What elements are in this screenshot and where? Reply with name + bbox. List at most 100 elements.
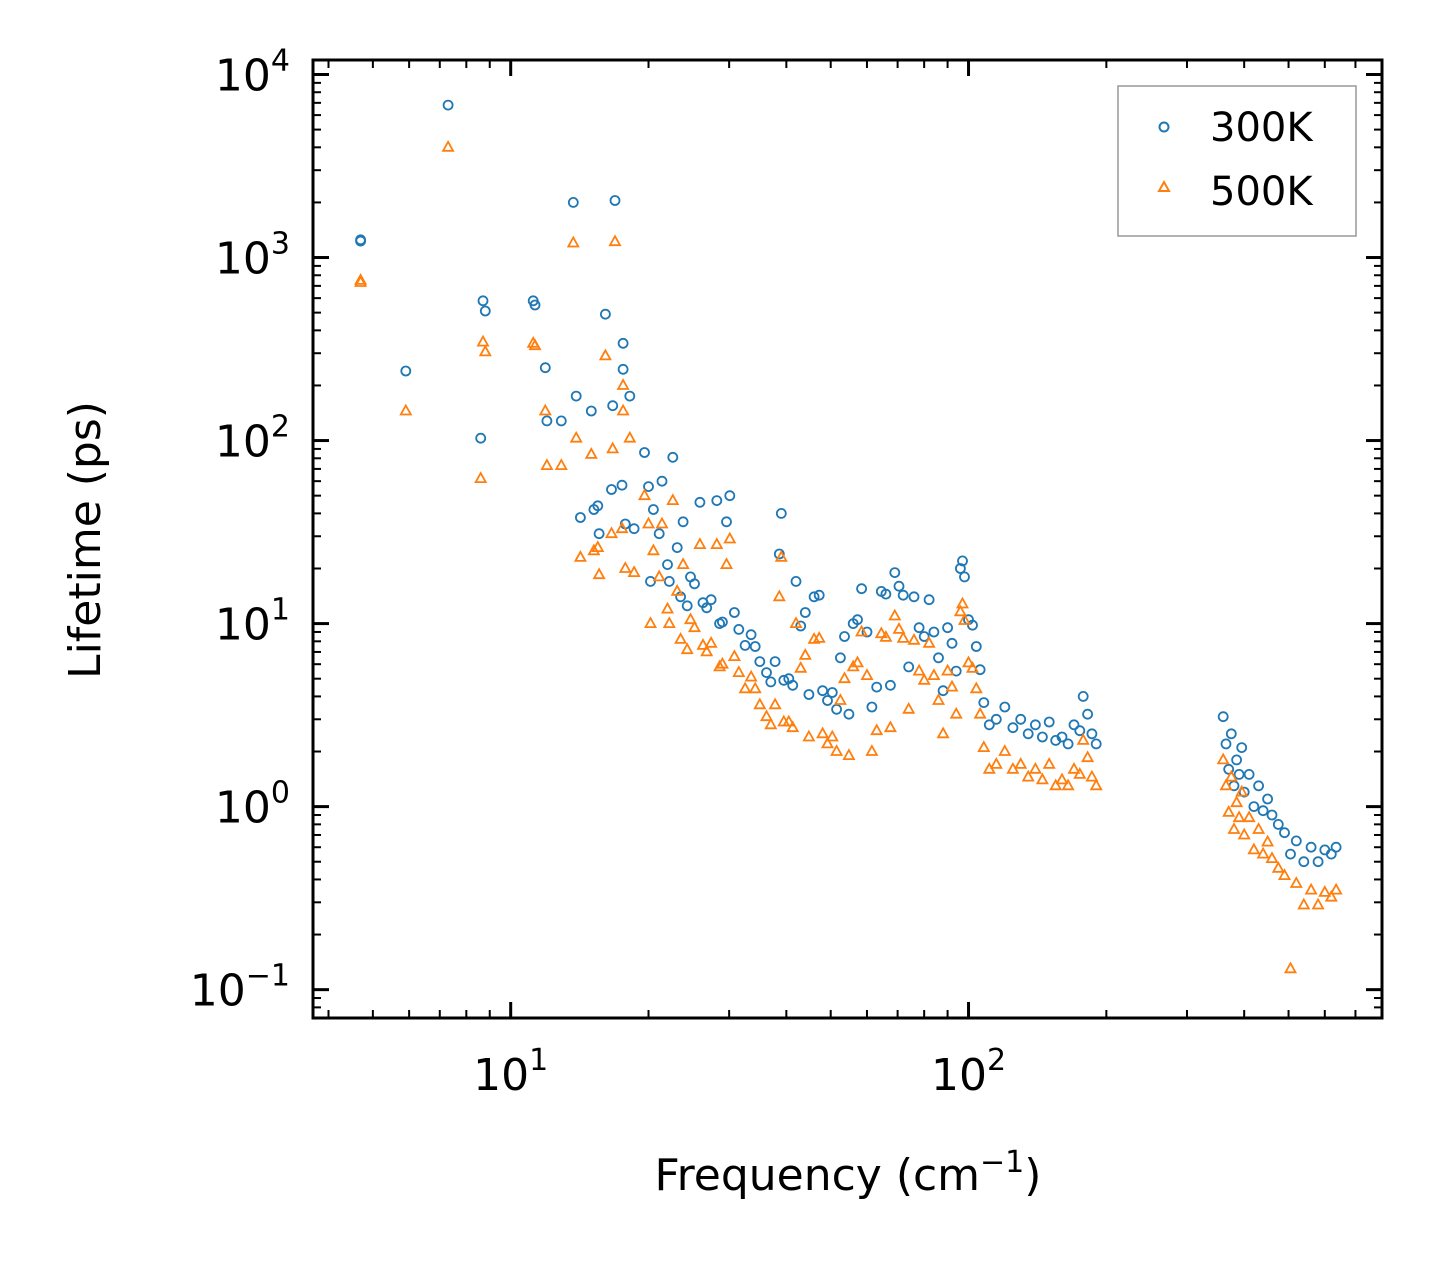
x-axis-label: Frequency (cm−1) xyxy=(655,1145,1042,1201)
data-point-500k xyxy=(604,526,619,539)
data-point-300k xyxy=(1223,763,1235,775)
y-tick-label: 10−1 xyxy=(190,959,290,1017)
data-point-300k xyxy=(942,622,953,634)
data-point-500k xyxy=(842,748,856,760)
data-point-300k xyxy=(959,571,970,583)
data-point-300k xyxy=(1257,805,1269,817)
data-point-500k xyxy=(719,557,734,569)
data-point-500k xyxy=(478,344,492,357)
data-point-300k xyxy=(775,508,787,519)
data-point-500k xyxy=(652,569,666,582)
data-point-500k xyxy=(1073,767,1087,779)
data-point-300k xyxy=(628,523,640,535)
data-point-300k xyxy=(616,479,628,491)
data-point-500k xyxy=(573,550,587,562)
data-point-300k xyxy=(822,695,833,706)
data-point-500k xyxy=(879,630,893,642)
data-point-500k xyxy=(759,709,774,722)
data-point-300k xyxy=(1262,793,1273,805)
data-point-500k xyxy=(888,608,902,621)
x-tick-label: 102 xyxy=(931,1043,1006,1101)
data-point-500k xyxy=(738,681,752,694)
data-point-300k xyxy=(928,626,940,638)
data-point-300k xyxy=(790,576,802,587)
data-point-300k xyxy=(970,641,982,652)
y-tick-label: 103 xyxy=(215,227,290,285)
data-point-500k xyxy=(907,632,921,645)
data-point-300k xyxy=(1305,841,1317,853)
data-point-500k xyxy=(1271,860,1285,873)
data-point-500k xyxy=(1277,868,1292,880)
data-point-500k xyxy=(816,726,830,739)
data-point-500k xyxy=(1219,778,1233,791)
data-point-500k xyxy=(798,648,812,660)
data-point-500k xyxy=(764,717,778,730)
data-point-500k xyxy=(1042,757,1056,769)
data-point-500k xyxy=(1216,752,1230,765)
data-point-300k xyxy=(1077,691,1089,702)
data-point-300k xyxy=(990,713,1002,725)
data-point-300k xyxy=(787,679,799,691)
data-point-300k xyxy=(1266,809,1278,821)
data-point-300k xyxy=(645,576,656,587)
data-point-300k xyxy=(761,667,772,678)
data-point-500k xyxy=(587,543,601,556)
data-point-500k xyxy=(1230,795,1244,808)
data-point-300k xyxy=(570,390,582,402)
legend-marker-500k xyxy=(1157,179,1171,192)
data-point-300k xyxy=(871,681,883,693)
data-point-500k xyxy=(693,537,707,549)
data-point-300k xyxy=(885,679,896,691)
x-tick-label: 101 xyxy=(473,1043,548,1101)
data-point-300k xyxy=(1272,819,1284,830)
data-point-300k xyxy=(711,495,723,507)
data-point-500k xyxy=(912,663,926,676)
data-point-500k xyxy=(1035,772,1049,785)
data-point-300k xyxy=(1290,835,1302,847)
data-point-500k xyxy=(830,744,844,756)
data-point-300k xyxy=(955,563,966,574)
data-point-500k xyxy=(1049,778,1063,791)
data-point-300k xyxy=(1086,728,1098,740)
data-point-300k xyxy=(913,622,925,634)
data-point-300k xyxy=(1231,754,1242,766)
data-point-300k xyxy=(1056,731,1068,743)
data-point-300k xyxy=(617,337,629,349)
data-point-500k xyxy=(1304,882,1318,895)
data-point-500k xyxy=(883,720,897,733)
series-500k xyxy=(354,139,1343,974)
data-point-500k xyxy=(1289,876,1303,888)
data-point-300k xyxy=(795,620,807,632)
y-tick-label: 104 xyxy=(215,43,290,101)
data-point-500k xyxy=(1261,834,1275,847)
data-point-500k xyxy=(774,550,788,562)
data-point-300k xyxy=(903,661,915,673)
data-point-500k xyxy=(1227,822,1241,834)
data-point-300k xyxy=(918,631,930,642)
data-point-300k xyxy=(653,528,665,540)
data-point-300k xyxy=(1037,731,1048,743)
data-point-300k xyxy=(1090,738,1102,750)
data-point-300k xyxy=(1279,827,1290,839)
data-point-500k xyxy=(1081,750,1095,763)
data-point-300k xyxy=(717,616,728,628)
data-point-500k xyxy=(1283,961,1298,974)
data-point-500k xyxy=(748,681,762,694)
data-point-500k xyxy=(674,632,688,644)
data-point-300k xyxy=(835,652,846,664)
data-point-300k xyxy=(1007,722,1019,734)
data-point-300k xyxy=(893,580,905,592)
data-point-500k xyxy=(949,706,963,719)
data-point-500k xyxy=(936,726,950,739)
data-point-300k xyxy=(643,481,654,493)
data-point-500k xyxy=(1055,772,1069,785)
tick-labels: 101 102 10−1 100 101 102 103 104 xyxy=(190,43,1006,1101)
data-point-500k xyxy=(715,656,729,669)
data-point-300k xyxy=(1253,780,1264,792)
data-point-500k xyxy=(1076,733,1090,745)
data-point-300k xyxy=(999,701,1011,713)
y-tick-label: 101 xyxy=(215,593,290,651)
data-point-500k xyxy=(855,624,869,637)
data-point-500k xyxy=(865,744,879,756)
